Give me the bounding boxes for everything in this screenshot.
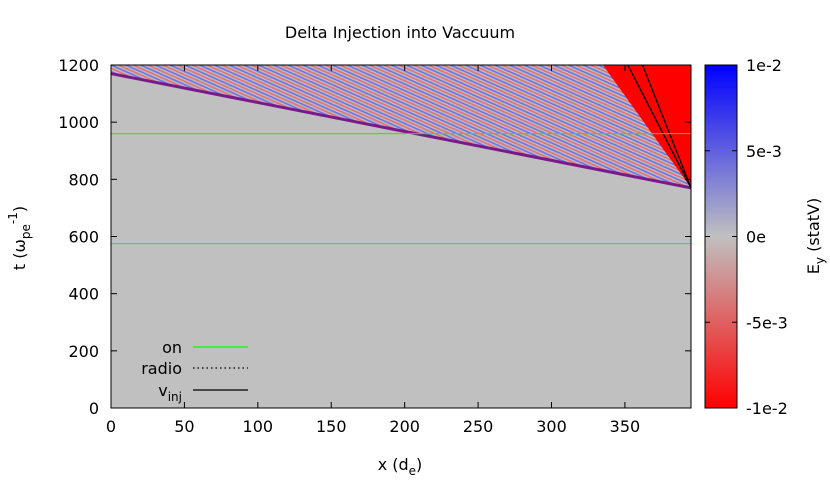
colorbar-gradient: [704, 64, 738, 409]
y-tick-label: 200: [68, 342, 99, 361]
legend-label: on: [162, 338, 182, 357]
x-axis: 0 50 100 150 200 250 300 350: [106, 65, 640, 436]
y-tick-label: 1200: [58, 56, 99, 75]
y-axis-label: t (ωpe-1): [6, 206, 33, 270]
y-tick-label: 400: [68, 285, 99, 304]
x-tick-label: 50: [174, 417, 194, 436]
x-tick-label: 250: [463, 417, 494, 436]
plot-area: [110, 64, 692, 409]
y-tick-label: 1000: [58, 113, 99, 132]
y-tick-label: 800: [68, 170, 99, 189]
wave-front: [110, 72, 692, 190]
colorbar: 1e-2 5e-3 0e -5e-3 -1e-2: [704, 56, 788, 418]
injection-line: [641, 64, 692, 189]
colorbar-tick-label: -5e-3: [746, 313, 788, 332]
legend-label: radio: [141, 359, 182, 378]
x-tick-label: 0: [106, 417, 116, 436]
legend: on radio vinj: [141, 338, 248, 404]
saturated-region: [602, 65, 691, 188]
colorbar-label: Ey (statV): [804, 198, 827, 274]
colorbar-tick-label: 1e-2: [746, 56, 782, 75]
x-axis-label: x (de): [378, 455, 423, 478]
y-tick-label: 600: [68, 228, 99, 247]
colorbar-tick-label: 5e-3: [746, 142, 782, 161]
wave-region: [111, 65, 691, 188]
y-tick-label: 0: [89, 399, 99, 418]
legend-label: vinj: [158, 381, 182, 404]
x-tick-label: 300: [536, 417, 567, 436]
chart-title: Delta Injection into Vaccuum: [285, 23, 515, 42]
colorbar-tick-label: -1e-2: [746, 399, 788, 418]
y-axis: 0 200 400 600 800 1000 1200: [58, 56, 691, 418]
x-tick-label: 350: [610, 417, 641, 436]
x-tick-label: 100: [243, 417, 274, 436]
injection-line: [627, 64, 692, 189]
colorbar-tick-label: 0e: [746, 228, 766, 247]
x-tick-label: 200: [389, 417, 420, 436]
x-tick-label: 150: [316, 417, 347, 436]
